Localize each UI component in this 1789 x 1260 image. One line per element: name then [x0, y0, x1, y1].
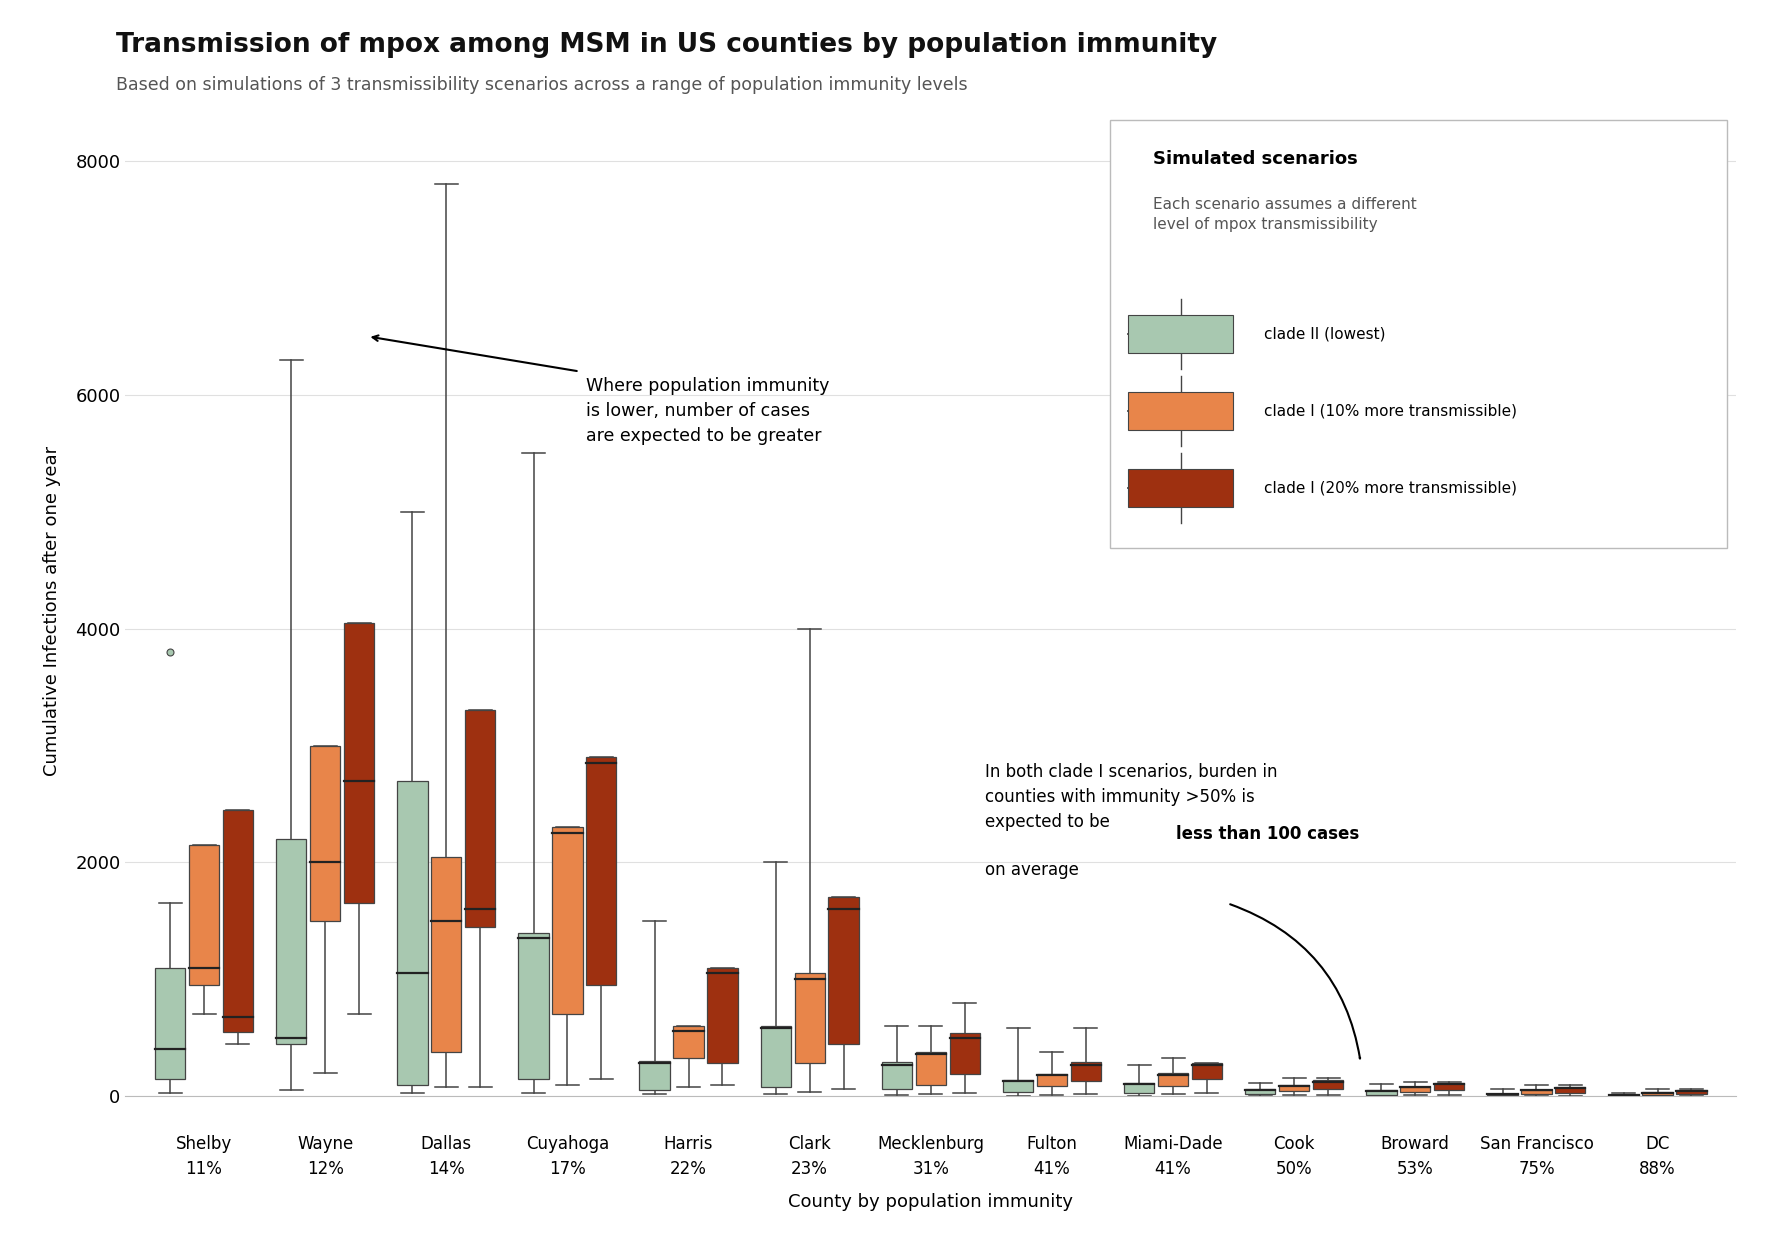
- Text: Mecklenburg: Mecklenburg: [877, 1135, 984, 1153]
- FancyBboxPatch shape: [276, 839, 306, 1043]
- FancyBboxPatch shape: [760, 1026, 791, 1087]
- Text: Shelby: Shelby: [175, 1135, 233, 1153]
- FancyBboxPatch shape: [1127, 315, 1233, 353]
- FancyBboxPatch shape: [1365, 1090, 1395, 1095]
- FancyBboxPatch shape: [465, 711, 496, 926]
- Text: Where population immunity
is lower, number of cases
are expected to be greater: Where population immunity is lower, numb…: [585, 377, 828, 445]
- FancyBboxPatch shape: [553, 828, 581, 1014]
- Text: Clark: Clark: [787, 1135, 830, 1153]
- FancyBboxPatch shape: [156, 968, 184, 1079]
- Text: In both clade I scenarios, burden in
counties with immunity >50% is
expected to : In both clade I scenarios, burden in cou…: [984, 764, 1277, 832]
- Text: 41%: 41%: [1032, 1160, 1070, 1178]
- FancyBboxPatch shape: [639, 1061, 669, 1090]
- Text: less than 100 cases: less than 100 cases: [1175, 825, 1358, 843]
- FancyBboxPatch shape: [1487, 1094, 1517, 1095]
- Text: DC: DC: [1644, 1135, 1669, 1153]
- Text: 75%: 75%: [1517, 1160, 1555, 1178]
- Text: 12%: 12%: [306, 1160, 343, 1178]
- Text: Cuyahoga: Cuyahoga: [526, 1135, 608, 1153]
- FancyBboxPatch shape: [1036, 1074, 1066, 1086]
- Text: clade I (20% more transmissible): clade I (20% more transmissible): [1263, 480, 1517, 495]
- FancyBboxPatch shape: [1642, 1092, 1671, 1095]
- FancyBboxPatch shape: [1311, 1080, 1342, 1089]
- FancyBboxPatch shape: [1521, 1090, 1551, 1094]
- Text: Dallas: Dallas: [420, 1135, 472, 1153]
- Text: Harris: Harris: [664, 1135, 712, 1153]
- Text: 53%: 53%: [1395, 1160, 1433, 1178]
- Text: 88%: 88%: [1639, 1160, 1675, 1178]
- FancyBboxPatch shape: [1399, 1086, 1429, 1092]
- FancyBboxPatch shape: [1555, 1087, 1585, 1092]
- Text: County by population immunity: County by population immunity: [787, 1193, 1073, 1211]
- FancyBboxPatch shape: [585, 757, 615, 985]
- Text: 41%: 41%: [1154, 1160, 1191, 1178]
- Text: on average: on average: [984, 862, 1079, 879]
- FancyArrowPatch shape: [1229, 905, 1360, 1058]
- FancyBboxPatch shape: [1157, 1072, 1188, 1086]
- FancyBboxPatch shape: [343, 622, 374, 903]
- Text: clade II (lowest): clade II (lowest): [1263, 326, 1385, 341]
- FancyBboxPatch shape: [309, 746, 340, 921]
- FancyBboxPatch shape: [431, 857, 462, 1052]
- FancyBboxPatch shape: [1123, 1082, 1154, 1092]
- Text: 31%: 31%: [912, 1160, 948, 1178]
- Text: Cook: Cook: [1272, 1135, 1315, 1153]
- FancyBboxPatch shape: [707, 968, 737, 1063]
- Text: 11%: 11%: [186, 1160, 222, 1178]
- Text: 17%: 17%: [549, 1160, 585, 1178]
- Text: Simulated scenarios: Simulated scenarios: [1152, 150, 1358, 168]
- FancyBboxPatch shape: [1245, 1089, 1276, 1095]
- FancyBboxPatch shape: [222, 810, 252, 1032]
- Text: Miami-Dade: Miami-Dade: [1123, 1135, 1222, 1153]
- Text: Wayne: Wayne: [297, 1135, 352, 1153]
- Text: clade I (10% more transmissible): clade I (10% more transmissible): [1263, 403, 1517, 418]
- FancyBboxPatch shape: [1070, 1062, 1100, 1081]
- FancyBboxPatch shape: [1127, 392, 1233, 431]
- Y-axis label: Cumulative Infections after one year: Cumulative Infections after one year: [43, 446, 61, 776]
- FancyBboxPatch shape: [673, 1026, 703, 1057]
- Text: 50%: 50%: [1276, 1160, 1311, 1178]
- FancyBboxPatch shape: [190, 845, 218, 985]
- FancyBboxPatch shape: [1109, 120, 1726, 548]
- FancyBboxPatch shape: [948, 1033, 979, 1074]
- FancyBboxPatch shape: [916, 1052, 945, 1085]
- Text: 14%: 14%: [428, 1160, 465, 1178]
- FancyBboxPatch shape: [397, 781, 428, 1085]
- FancyBboxPatch shape: [519, 932, 549, 1079]
- FancyBboxPatch shape: [1676, 1090, 1705, 1094]
- FancyBboxPatch shape: [1191, 1063, 1222, 1080]
- FancyBboxPatch shape: [828, 897, 859, 1043]
- Text: 23%: 23%: [791, 1160, 828, 1178]
- Text: Transmission of mpox among MSM in US counties by population immunity: Transmission of mpox among MSM in US cou…: [116, 32, 1217, 58]
- Text: Fulton: Fulton: [1025, 1135, 1077, 1153]
- FancyBboxPatch shape: [882, 1062, 912, 1089]
- Text: Each scenario assumes a different
level of mpox transmissibility: Each scenario assumes a different level …: [1152, 197, 1415, 232]
- Text: Broward: Broward: [1379, 1135, 1449, 1153]
- FancyBboxPatch shape: [1002, 1080, 1032, 1091]
- FancyBboxPatch shape: [794, 974, 825, 1063]
- FancyBboxPatch shape: [1279, 1085, 1308, 1091]
- FancyBboxPatch shape: [1127, 469, 1233, 508]
- FancyBboxPatch shape: [1433, 1082, 1463, 1090]
- Text: Based on simulations of 3 transmissibility scenarios across a range of populatio: Based on simulations of 3 transmissibili…: [116, 76, 968, 93]
- Text: San Francisco: San Francisco: [1480, 1135, 1592, 1153]
- Text: 22%: 22%: [669, 1160, 707, 1178]
